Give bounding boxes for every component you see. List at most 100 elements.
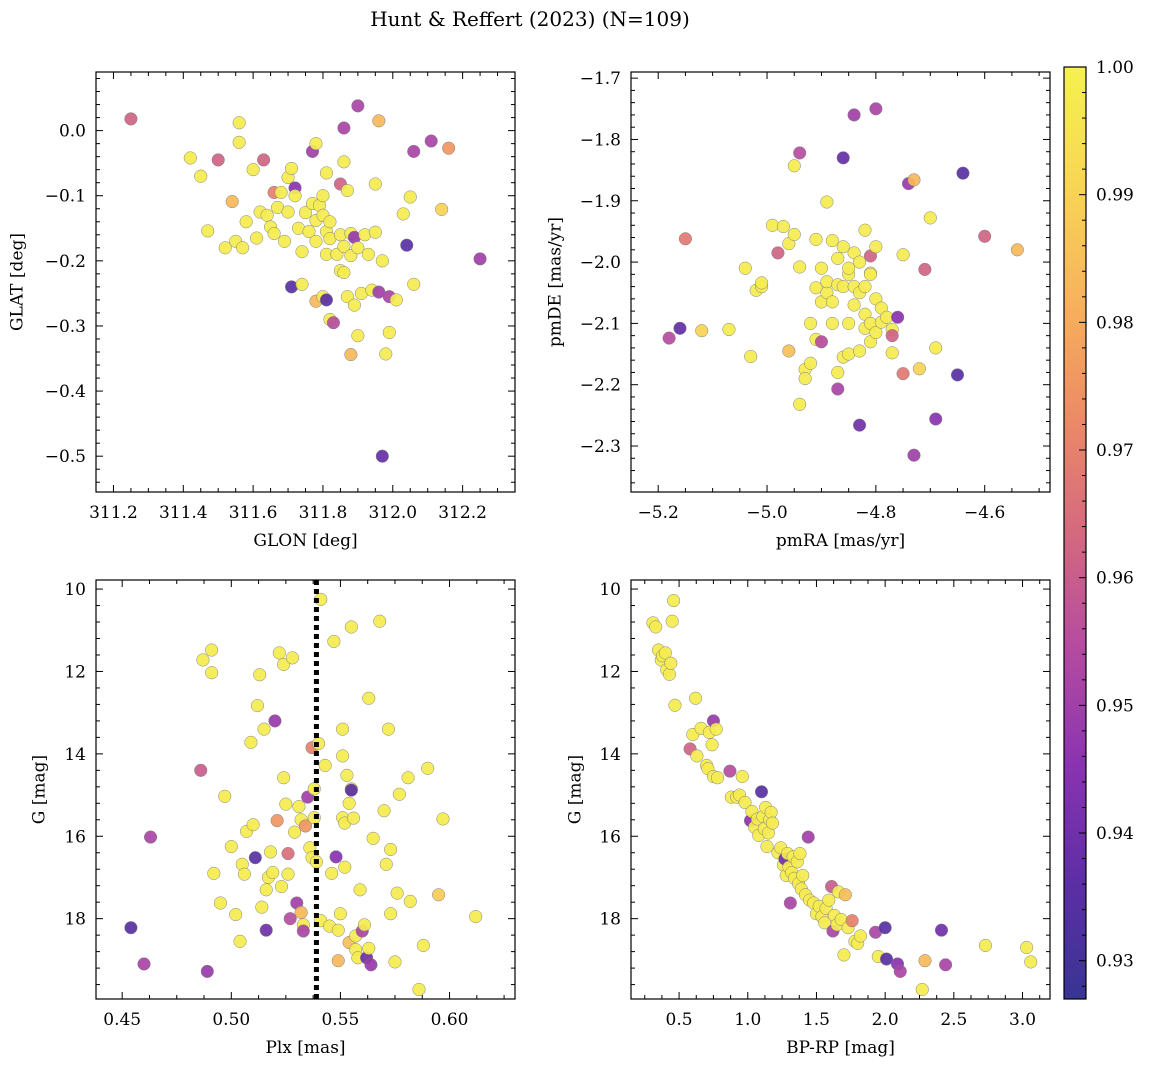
data-point [124,112,138,126]
data-point [863,267,877,281]
y-tick-label: −2.3 [580,437,621,457]
colorbar-tick-label: 0.93 [1096,952,1134,972]
data-point [782,344,796,358]
y-tick-label: 18 [599,910,621,930]
data-point [390,886,404,900]
data-point [194,169,208,183]
data-point [853,255,867,269]
y-tick-label: −0.1 [45,187,86,207]
data-point [295,277,309,291]
data-point [658,646,672,660]
data-point [929,341,943,355]
data-point [836,240,850,254]
data-point [744,349,758,364]
data-point [847,298,861,312]
y-tick-label: −0.4 [45,382,86,402]
data-point [396,207,410,221]
data-point [738,795,752,810]
data-point [340,768,354,782]
data-point [825,316,839,330]
data-point [837,948,851,962]
data-point [907,448,921,462]
y-ticks-bprp-g: 10 12 14 16 18 [599,580,1050,986]
data-point [326,316,340,330]
points-pmra-pmde [662,102,1024,462]
data-point [274,879,289,894]
data-point [403,894,417,908]
data-point [309,234,323,248]
y-ticks-pmra-pmde: −1.7 −1.8 −1.9 −2.0 −2.1 −2.2 −2.3 [580,69,1050,484]
data-point [344,348,358,362]
data-point [755,276,769,290]
data-point [319,166,334,180]
y-axis-label-pmde: pmDE [mas/yr] [546,217,566,347]
data-point [232,135,246,149]
data-point [281,867,295,881]
points-bprp-g [646,594,1038,997]
data-point [825,234,839,248]
points-glon-glat [124,99,487,463]
x-ticks-plx-g: 0.45 0.50 0.55 0.60 [103,580,505,1030]
data-point [918,262,932,276]
y-tick-label: −2.0 [580,253,621,273]
data-point [194,763,208,777]
data-point [295,245,309,259]
data-point [277,771,291,785]
data-point [1024,955,1038,969]
y-tick-label: 18 [64,910,86,930]
data-point [250,699,265,713]
data-point [353,883,367,897]
x-tick-label: 1.5 [803,1010,830,1030]
data-point [825,295,839,309]
data-point [327,634,341,648]
data-point [259,883,273,897]
data-point [809,232,823,246]
data-point [236,241,250,255]
data-point [257,153,271,167]
data-point [939,958,953,972]
data-point [270,814,284,828]
data-point [793,260,807,274]
data-point [858,280,872,294]
data-point [907,173,921,187]
data-point [205,666,219,680]
data-point [344,783,358,797]
frame-pmra-pmde [630,71,1051,493]
y-tick-label: −2.1 [580,314,621,334]
colorbar-bar [1063,66,1087,1000]
y-tick-label: 14 [599,745,621,765]
data-point [302,224,316,239]
data-point [389,293,403,307]
data-point [798,372,812,386]
data-point [934,923,949,937]
data-point [144,830,158,844]
y-tick-label: 16 [64,827,86,847]
colorbar: 0.93 0.94 0.95 0.96 0.97 0.98 0.99 1.00 [1063,58,1134,1000]
data-point [842,261,856,275]
data-point [337,239,351,254]
data-point [342,796,356,810]
data-point [384,907,398,921]
data-point [337,121,351,135]
data-point [233,934,247,948]
data-point [436,812,450,826]
data-point [340,183,354,198]
data-point [912,362,926,376]
data-point [196,653,210,667]
data-point [814,261,829,275]
y-axis-label-g-right: G [mag] [566,755,586,824]
data-point [923,211,937,225]
data-point [338,860,352,874]
data-point [283,912,297,926]
data-point [344,620,358,634]
points-plx-g [124,592,483,997]
data-point [879,952,894,966]
y-axis-label-glat: GLAT [deg] [8,233,28,331]
data-point [325,866,339,880]
data-point [205,643,219,657]
x-tick-label: 3.0 [1009,1010,1036,1030]
data-point [814,335,829,349]
data-point [796,868,810,882]
data-point [296,924,310,938]
data-point [853,344,867,358]
